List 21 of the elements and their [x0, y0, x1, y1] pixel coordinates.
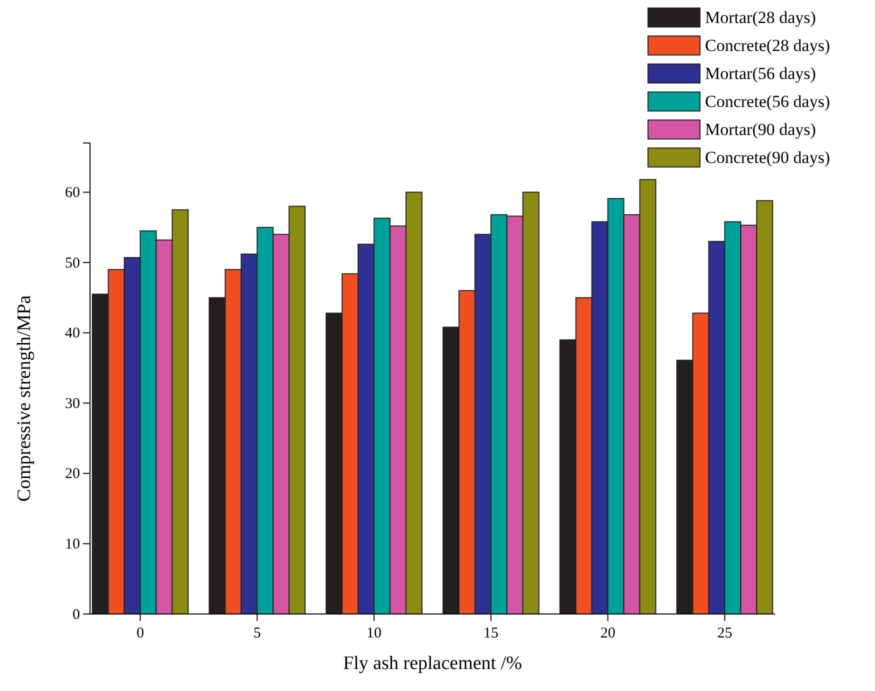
y-tick-label: 60: [65, 185, 80, 202]
legend-label: Mortar(56 days): [705, 64, 816, 83]
x-tick-label: 25: [717, 626, 732, 642]
y-tick-label: 0: [72, 606, 80, 623]
legend-label: Mortar(90 days): [705, 120, 816, 139]
legend-label: Concrete(56 days): [705, 92, 830, 111]
x-axis-title: Fly ash replacement /%: [343, 653, 522, 674]
x-tick-label: 15: [483, 626, 498, 642]
x-tick-label: 20: [600, 626, 616, 642]
y-tick-label: 40: [65, 326, 80, 342]
x-tick-label: 0: [136, 626, 144, 642]
legend-label: Mortar(28 days): [705, 8, 816, 27]
y-tick-label: 10: [65, 536, 80, 552]
x-tick-label: 10: [366, 626, 382, 642]
legend-label: Concrete(28 days): [705, 36, 830, 55]
x-tick-label: 5: [253, 626, 261, 642]
y-tick-label: 30: [65, 396, 80, 412]
y-tick-label: 20: [65, 466, 80, 482]
y-axis-title: Compressive strength/MPa: [14, 294, 35, 502]
legend-label: Concrete(90 days): [705, 148, 830, 167]
y-tick-label: 50: [65, 255, 80, 272]
